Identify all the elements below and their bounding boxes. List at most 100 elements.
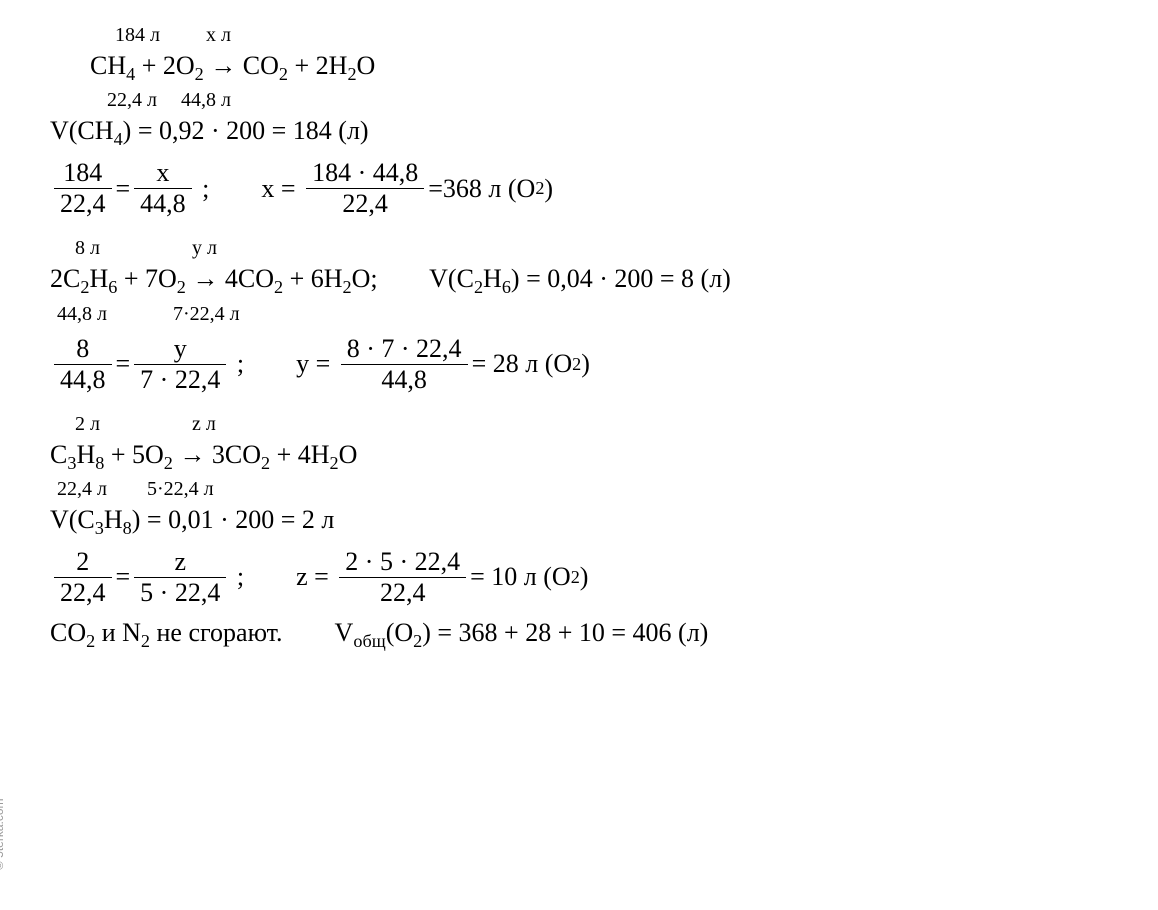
text: O	[339, 440, 358, 469]
text: = 28 л (O	[472, 349, 573, 379]
text: V(CH	[50, 116, 114, 145]
sub: 2	[347, 64, 356, 84]
sub: общ	[353, 631, 385, 651]
num: z	[134, 547, 226, 578]
frac: 844,8	[54, 334, 112, 395]
num: 8 · 7 · 22,4	[341, 334, 468, 365]
text: + 2H	[288, 51, 347, 80]
sub: 2	[474, 278, 483, 298]
text: (O	[386, 618, 413, 647]
eq3-bottom-labels: 22,4 л 5·22,4 л	[50, 478, 1138, 501]
text: H	[104, 505, 123, 534]
den: 22,4	[54, 578, 112, 608]
eq2-molar2: 7·22,4 л	[173, 303, 240, 325]
eq3-equation: C3H8 + 5O2 → 3CO2 + 4H2O	[50, 440, 1138, 474]
eq3-known: 2 л	[75, 413, 100, 435]
sub: 2	[177, 278, 186, 298]
text: ) = 0,92 · 200 = 184 (л)	[123, 116, 369, 145]
sub: 4	[126, 64, 135, 84]
text: =	[116, 174, 131, 204]
den: 22,4	[339, 578, 466, 608]
text: ) = 0,04 · 200 = 8 (л)	[511, 264, 731, 293]
num: 2	[54, 547, 112, 578]
eq2-bottom-labels: 44,8 л 7·22,4 л	[50, 303, 1138, 326]
text: ; y =	[230, 349, 336, 379]
frac: 18422,4	[54, 158, 112, 219]
sub: 2	[330, 453, 339, 473]
num: x	[134, 158, 192, 189]
den: 44,8	[54, 365, 112, 395]
eq1-volume: V(CH4) = 0,92 · 200 = 184 (л)	[50, 116, 1138, 150]
text: O; V(C	[352, 264, 474, 293]
eq3-top-labels: 2 л z л	[50, 413, 1138, 436]
eq3-volume: V(C3H8) = 0,01 · 200 = 2 л	[50, 505, 1138, 539]
text: ) = 0,01 · 200 = 2 л	[132, 505, 335, 534]
num: 8	[54, 334, 112, 365]
text: =	[116, 562, 131, 592]
text: → 4CO	[186, 264, 274, 293]
text: → 3CO	[173, 440, 261, 469]
eq3-proportion: 222,4 = z5 · 22,4 ; z = 2 · 5 · 22,422,4…	[50, 547, 1138, 608]
sub: 2	[571, 567, 580, 588]
sub: 2	[413, 631, 422, 651]
eq2-molar1: 44,8 л	[57, 303, 107, 325]
frac: z5 · 22,4	[134, 547, 226, 608]
den: 7 · 22,4	[134, 365, 226, 395]
num: 184 · 44,8	[306, 158, 424, 189]
text: + 2O	[135, 51, 194, 80]
text: =	[116, 349, 131, 379]
text: C	[50, 440, 67, 469]
eq3-molar1: 22,4 л	[57, 478, 107, 500]
eq2-proportion: 844,8 = y7 · 22,4 ; y = 8 · 7 · 22,444,8…	[50, 334, 1138, 395]
eq3-unknown: z л	[192, 413, 216, 435]
eq1-unknown: х л	[206, 24, 231, 46]
frac: x44,8	[134, 158, 192, 219]
sub: 2	[86, 631, 95, 651]
text: не сгорают. V	[150, 618, 353, 647]
num: 2 · 5 · 22,4	[339, 547, 466, 578]
den: 44,8	[341, 365, 468, 395]
eq1-molar2: 44,8 л	[181, 89, 231, 111]
watermark: © 5terka.com	[0, 798, 6, 870]
den: 22,4	[54, 189, 112, 219]
sub: 6	[108, 278, 117, 298]
sub: 6	[502, 278, 511, 298]
sub: 8	[95, 453, 104, 473]
text: ) = 368 + 28 + 10 = 406 (л)	[422, 618, 708, 647]
sub: 2	[261, 453, 270, 473]
text: H	[483, 264, 502, 293]
text: )	[581, 349, 590, 379]
text: 2C	[50, 264, 80, 293]
eq1-proportion: 18422,4 = x44,8 ; x = 184 · 44,822,4 =36…	[50, 158, 1138, 219]
sub: 4	[114, 129, 123, 149]
eq1-molar1: 22,4 л	[107, 89, 157, 111]
eq1-bottom-labels: 22,4 л 44,8 л	[90, 89, 1138, 112]
text: O	[357, 51, 376, 80]
text: ; z =	[230, 562, 335, 592]
den: 22,4	[306, 189, 424, 219]
frac: 184 · 44,822,4	[306, 158, 424, 219]
text: ; x =	[196, 174, 302, 204]
eq2-known: 8 л	[75, 237, 100, 259]
text: + 7O	[117, 264, 176, 293]
text: H	[89, 264, 108, 293]
sub: 8	[123, 518, 132, 538]
frac: 8 · 7 · 22,444,8	[341, 334, 468, 395]
final-line: CO2 и N2 не сгорают. Vобщ(O2) = 368 + 28…	[50, 618, 1138, 652]
num: y	[134, 334, 226, 365]
text: )	[580, 562, 589, 592]
text: CO	[50, 618, 86, 647]
eq3-molar2: 5·22,4 л	[147, 478, 214, 500]
sub: 2	[343, 278, 352, 298]
eq1-top-labels: 184 л х л	[90, 24, 1138, 47]
eq1-known: 184 л	[115, 24, 160, 46]
eq2-unknown: y л	[192, 237, 217, 259]
sub: 3	[95, 518, 104, 538]
text: )	[544, 174, 553, 204]
frac: y7 · 22,4	[134, 334, 226, 395]
text: и N	[95, 618, 141, 647]
text: V(C	[50, 505, 95, 534]
text: =368 л (O	[428, 174, 535, 204]
eq2-equation: 2C2H6 + 7O2 → 4CO2 + 6H2O; V(C2H6) = 0,0…	[50, 264, 1138, 298]
text: CH	[90, 51, 126, 80]
